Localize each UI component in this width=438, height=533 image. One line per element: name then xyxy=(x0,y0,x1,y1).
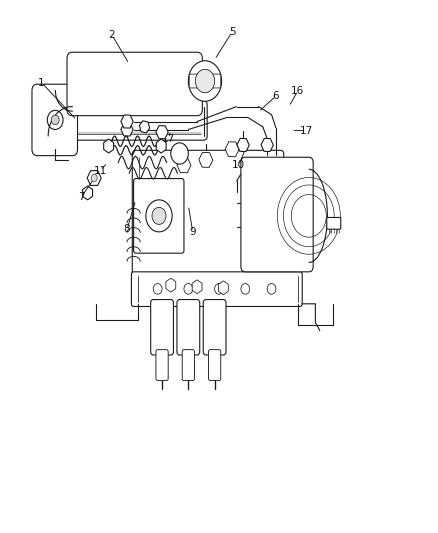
Text: 17: 17 xyxy=(300,126,313,135)
Circle shape xyxy=(188,61,222,101)
FancyBboxPatch shape xyxy=(32,84,78,156)
Circle shape xyxy=(241,284,250,294)
FancyBboxPatch shape xyxy=(151,300,173,355)
Circle shape xyxy=(171,143,188,164)
Text: 11: 11 xyxy=(94,166,107,175)
Circle shape xyxy=(51,115,59,125)
FancyBboxPatch shape xyxy=(203,300,226,355)
Circle shape xyxy=(267,284,276,294)
Text: 7: 7 xyxy=(78,192,85,202)
Text: 17: 17 xyxy=(162,134,175,143)
Text: 1: 1 xyxy=(38,78,45,87)
Text: 9: 9 xyxy=(189,227,196,237)
FancyBboxPatch shape xyxy=(208,350,221,381)
Circle shape xyxy=(215,284,223,294)
FancyBboxPatch shape xyxy=(241,157,313,272)
Text: 16: 16 xyxy=(291,86,304,95)
Circle shape xyxy=(146,200,172,232)
Circle shape xyxy=(47,110,63,130)
Text: 8: 8 xyxy=(124,224,131,234)
Text: 2: 2 xyxy=(108,30,115,39)
Circle shape xyxy=(152,207,166,224)
FancyBboxPatch shape xyxy=(67,52,202,116)
Text: 5: 5 xyxy=(229,27,236,37)
FancyBboxPatch shape xyxy=(64,101,207,140)
FancyBboxPatch shape xyxy=(134,179,184,253)
FancyBboxPatch shape xyxy=(131,272,302,306)
Circle shape xyxy=(195,69,215,93)
Text: 10: 10 xyxy=(232,160,245,170)
FancyBboxPatch shape xyxy=(132,150,284,281)
FancyBboxPatch shape xyxy=(156,350,168,381)
FancyBboxPatch shape xyxy=(177,300,200,355)
Circle shape xyxy=(91,174,97,182)
FancyBboxPatch shape xyxy=(327,217,341,229)
FancyBboxPatch shape xyxy=(189,74,221,88)
Circle shape xyxy=(153,284,162,294)
Circle shape xyxy=(184,284,193,294)
Text: 6: 6 xyxy=(272,91,279,101)
FancyBboxPatch shape xyxy=(182,350,194,381)
